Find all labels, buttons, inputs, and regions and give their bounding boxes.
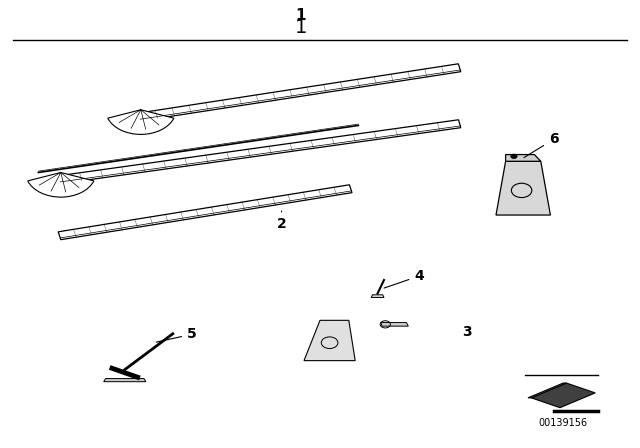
Text: 00139156: 00139156 [539, 418, 588, 428]
Polygon shape [531, 383, 595, 408]
Polygon shape [496, 161, 550, 215]
Polygon shape [381, 323, 408, 326]
Polygon shape [304, 320, 355, 361]
Text: 2: 2 [276, 211, 287, 232]
Polygon shape [506, 155, 541, 161]
Circle shape [511, 154, 517, 159]
Polygon shape [371, 295, 384, 297]
Text: 6: 6 [524, 132, 559, 158]
Polygon shape [104, 379, 146, 382]
Text: 1: 1 [296, 8, 306, 23]
Wedge shape [108, 110, 174, 134]
Text: 4: 4 [384, 269, 424, 288]
Text: 1: 1 [294, 18, 307, 37]
Text: 5: 5 [156, 327, 197, 342]
Polygon shape [528, 383, 566, 398]
Text: 3: 3 [462, 324, 472, 339]
Wedge shape [28, 172, 94, 197]
